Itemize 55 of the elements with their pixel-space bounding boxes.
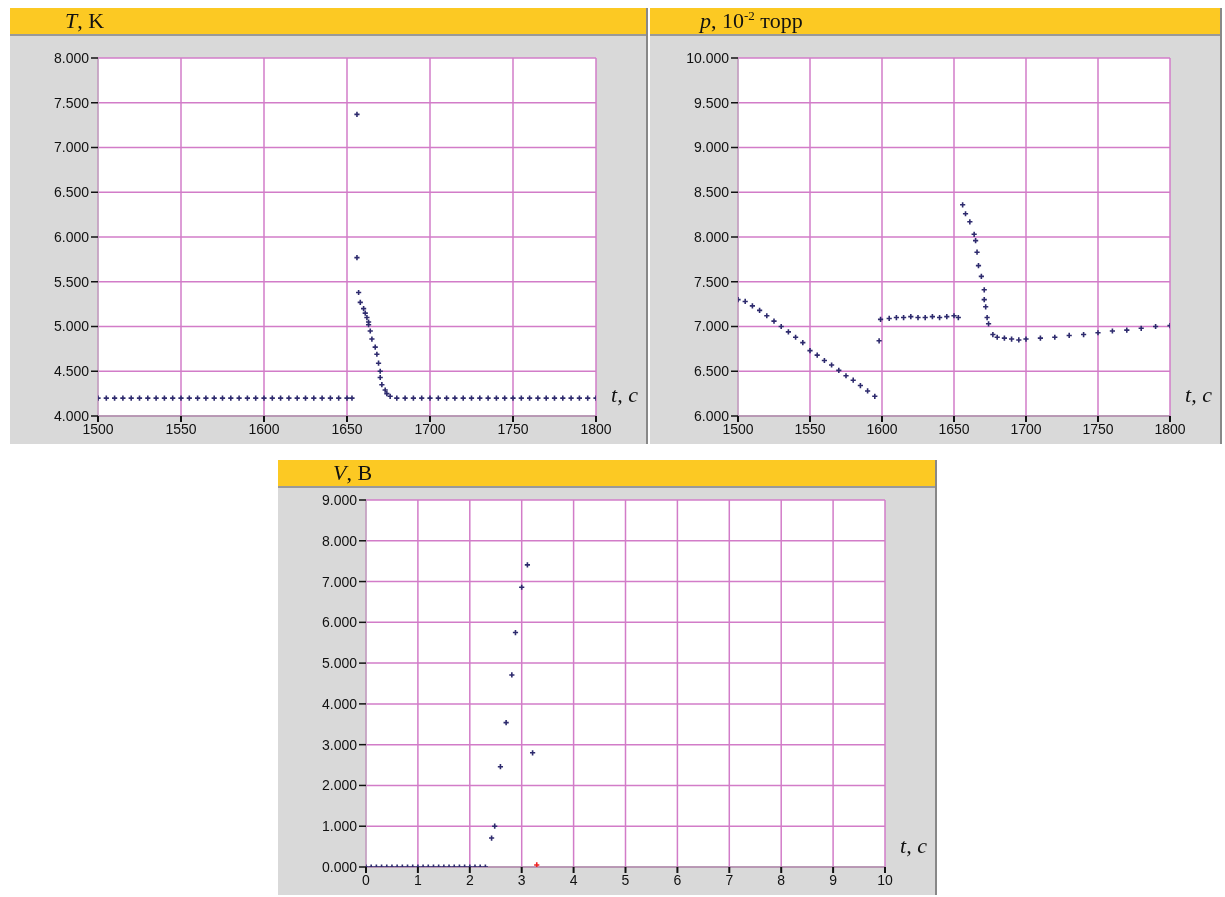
y-tick-label: 5.000: [53, 318, 90, 335]
x-tick-label: 1550: [165, 420, 197, 437]
y-tick-label: 7.500: [53, 94, 90, 111]
chart-title: T, K: [65, 8, 105, 33]
y-tick-label: 9.500: [693, 94, 730, 111]
y-tick-label: 6.500: [693, 363, 730, 380]
x-tick-label: 1600: [866, 420, 898, 437]
x-tick-label: 9: [829, 871, 838, 888]
x-tick-label: 1: [414, 871, 422, 888]
x-tick-label: 3: [517, 871, 526, 888]
y-tick-label: 7.000: [321, 573, 358, 590]
x-axis-title: t, c: [611, 382, 638, 408]
x-tick-label: 1750: [1082, 420, 1114, 437]
x-tick-label: 1800: [580, 420, 612, 437]
y-tick-label: 8.000: [693, 228, 730, 245]
y-tick-label: 1.000: [321, 818, 358, 835]
y-tick-label: 8.500: [693, 184, 730, 201]
y-tick-label: 9.000: [693, 139, 730, 156]
y-tick-label: 6.000: [53, 228, 90, 245]
x-tick-label: 1650: [938, 420, 970, 437]
x-tick-label: 1750: [497, 420, 529, 437]
chart-title: p, 10$^{-2}$ торр: [700, 8, 803, 33]
y-tick-label: 0.000: [321, 858, 358, 875]
x-tick-label: 1700: [414, 420, 446, 437]
y-tick-label: 4.500: [53, 363, 90, 380]
y-tick-label: 7.000: [693, 318, 730, 335]
y-tick-label: 8.000: [321, 532, 358, 549]
x-axis-title: t, c: [1185, 382, 1212, 408]
y-tick-label: 8.000: [53, 49, 90, 66]
x-tick-label: 1700: [1010, 420, 1042, 437]
x-tick-label: 5: [621, 871, 630, 888]
x-tick-label: 1550: [794, 420, 826, 437]
x-tick-label: 0: [362, 871, 371, 888]
x-tick-label: 2: [465, 871, 474, 888]
y-tick-label: 10.000: [686, 49, 730, 66]
y-tick-label: 5.000: [321, 655, 358, 672]
x-tick-label: 1600: [248, 420, 280, 437]
x-axis-title: t, c: [900, 833, 927, 859]
x-tick-label: 10: [877, 871, 893, 888]
x-tick-label: 4: [569, 871, 578, 888]
y-tick-label: 5.500: [53, 273, 90, 290]
y-tick-label: 6.500: [53, 184, 90, 201]
x-tick-label: 8: [777, 871, 786, 888]
y-tick-label: 7.500: [693, 273, 730, 290]
y-tick-label: 4.000: [321, 695, 358, 712]
x-tick-label: 7: [725, 871, 734, 888]
y-tick-label: 7.000: [53, 139, 90, 156]
y-tick-label: 6.000: [321, 614, 358, 631]
y-tick-label: 9.000: [321, 491, 358, 508]
chart-title: V, B: [333, 460, 373, 485]
x-tick-label: 1650: [331, 420, 363, 437]
x-tick-label: 6: [673, 871, 682, 888]
y-tick-label: 2.000: [321, 777, 358, 794]
y-tick-label: 3.000: [321, 736, 358, 753]
x-tick-label: 1800: [1154, 420, 1186, 437]
